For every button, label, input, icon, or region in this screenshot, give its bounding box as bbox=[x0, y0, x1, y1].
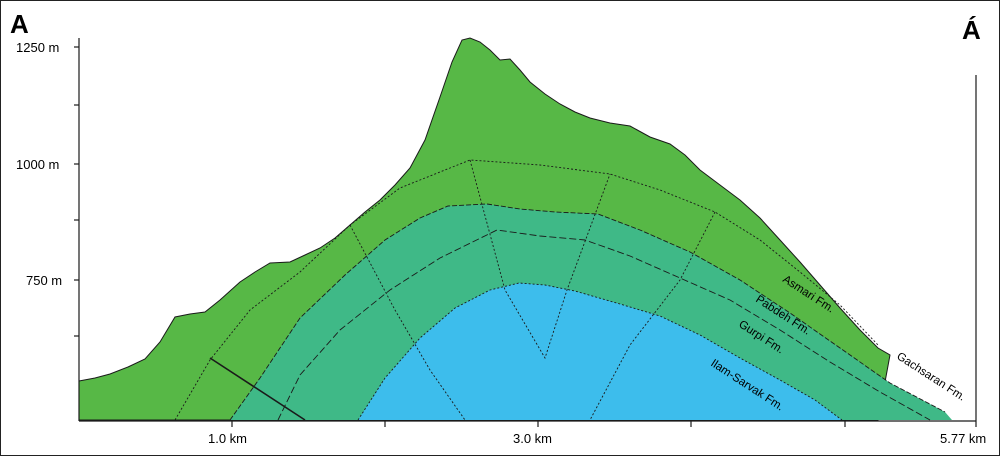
elevation-tick-label: 1250 m bbox=[16, 40, 59, 55]
axes bbox=[74, 38, 977, 427]
asmari-base-contact bbox=[229, 203, 946, 421]
fault-left bbox=[349, 224, 466, 421]
asmari-upper-contact bbox=[174, 159, 879, 421]
pabdeh-base-contact bbox=[277, 229, 931, 421]
fault-traces bbox=[349, 159, 716, 421]
section-start-label: A bbox=[10, 9, 29, 39]
gurpi-base-contact bbox=[357, 282, 843, 421]
distance-tick-label: 5.77 km bbox=[940, 431, 986, 446]
bedding-trace bbox=[209, 357, 306, 421]
ilam-sarvak-formation bbox=[358, 283, 842, 420]
formation-contacts bbox=[174, 159, 946, 421]
distance-tick-label: 3.0 km bbox=[513, 431, 552, 446]
elevation-tick-label: 1000 m bbox=[16, 157, 59, 172]
elevation-tick-label: 750 m bbox=[26, 273, 62, 288]
section-end-label: Á bbox=[962, 15, 981, 45]
distance-tick-label: 1.0 km bbox=[208, 431, 247, 446]
fault-right bbox=[589, 211, 716, 421]
axial-trace-v bbox=[469, 159, 611, 360]
